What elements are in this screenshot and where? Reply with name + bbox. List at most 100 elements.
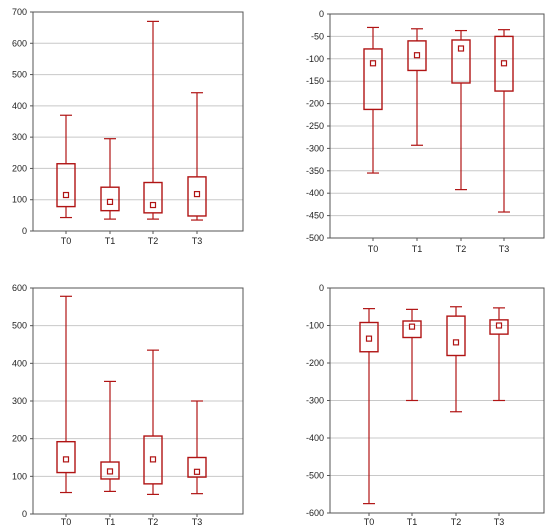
iqr-box — [100, 186, 120, 212]
x-tick-label: T2 — [456, 244, 467, 254]
median-marker — [149, 456, 157, 463]
y-tick-label: -450 — [306, 211, 324, 221]
y-tick-label: -200 — [306, 99, 324, 109]
iqr-box — [100, 461, 120, 480]
x-tick-label: T1 — [412, 244, 423, 254]
box-T3 — [187, 400, 207, 495]
iqr-box — [143, 181, 163, 214]
median-marker — [365, 335, 373, 342]
iqr-box — [402, 320, 422, 339]
x-tick-label: T3 — [192, 236, 203, 246]
y-tick-label: -400 — [306, 433, 324, 443]
y-tick-label: 300 — [12, 132, 27, 142]
box-T3 — [494, 29, 514, 213]
box-T3 — [489, 307, 509, 402]
box-T3 — [187, 92, 207, 221]
iqr-box — [187, 176, 207, 217]
y-tick-label: 200 — [12, 434, 27, 444]
y-tick-label: 400 — [12, 101, 27, 111]
y-tick-label: -500 — [306, 233, 324, 243]
x-tick-label: T1 — [407, 517, 418, 527]
box-T2 — [451, 29, 471, 191]
y-tick-label: 500 — [12, 321, 27, 331]
median-marker — [149, 201, 157, 209]
iqr-box — [56, 440, 76, 474]
y-tick-label: -600 — [306, 508, 324, 518]
x-tick-label: T2 — [148, 236, 159, 246]
box-T0 — [363, 26, 383, 174]
median-marker — [408, 323, 416, 330]
iqr-box — [494, 35, 514, 92]
y-tick-label: -100 — [306, 54, 324, 64]
y-tick-label: -350 — [306, 166, 324, 176]
median-marker — [193, 468, 201, 475]
median-marker — [62, 191, 70, 199]
iqr-box — [56, 163, 76, 208]
median-marker — [193, 190, 201, 198]
panel-3: 0 100 200 300 400 500 600 T0 T1 T2 T3 — [12, 283, 244, 527]
y-tick-label: 400 — [12, 358, 27, 368]
box-T0 — [359, 308, 379, 505]
median-marker — [457, 45, 465, 52]
panel-2: 0 -50 -100 -150 -200 -250 -300 -350 -400 -450 -500… — [306, 9, 545, 254]
y-tick-label: 300 — [12, 396, 27, 406]
iqr-box — [143, 435, 163, 485]
box-T1 — [407, 28, 427, 146]
box-T0 — [56, 114, 76, 219]
panel-4: 0 -100 -200 -300 -400 -500 -600 T0 T1 T2 T3 — [306, 283, 545, 527]
y-tick-label: -500 — [306, 471, 324, 481]
y-tick-label: 0 — [319, 9, 324, 19]
x-tick-label: T3 — [494, 517, 505, 527]
x-tick-label: T1 — [105, 517, 116, 527]
x-tick-label: T1 — [105, 236, 116, 246]
median-marker — [413, 52, 421, 59]
iqr-box — [451, 39, 471, 84]
y-tick-label: 200 — [12, 163, 27, 173]
box-T2 — [143, 20, 163, 220]
y-tick-label: -400 — [306, 188, 324, 198]
y-tick-label: 100 — [12, 195, 27, 205]
y-tick-label: 0 — [22, 226, 27, 236]
y-tick-label: -200 — [306, 358, 324, 368]
y-tick-label: -300 — [306, 143, 324, 153]
y-tick-label: -300 — [306, 396, 324, 406]
plot-frame — [32, 11, 244, 232]
iqr-box — [187, 456, 207, 478]
iqr-box — [359, 321, 379, 353]
box-T2 — [446, 306, 466, 413]
box-T1 — [402, 308, 422, 402]
y-tick-label: -50 — [311, 31, 324, 41]
y-tick-label: 500 — [12, 70, 27, 80]
x-tick-label: T3 — [499, 244, 510, 254]
box-T2 — [143, 349, 163, 496]
y-tick-label: 0 — [22, 509, 27, 519]
y-tick-label: -250 — [306, 121, 324, 131]
iqr-box — [363, 48, 383, 111]
median-marker — [495, 322, 503, 329]
median-marker — [106, 468, 114, 475]
y-tick-label: 600 — [12, 283, 27, 293]
box-T1 — [100, 380, 120, 492]
x-tick-label: T2 — [451, 517, 462, 527]
x-tick-label: T0 — [61, 517, 72, 527]
panel-1: 0 100 200 300 400 500 600 700 T0 T1 T2 T3 — [12, 7, 244, 246]
median-marker — [62, 456, 70, 463]
x-tick-label: T0 — [368, 244, 379, 254]
median-marker — [369, 60, 377, 67]
y-tick-label: -100 — [306, 321, 324, 331]
y-tick-label: 100 — [12, 471, 27, 481]
iqr-box — [407, 40, 427, 72]
box-T1 — [100, 138, 120, 220]
x-tick-label: T0 — [61, 236, 72, 246]
median-marker — [452, 339, 460, 346]
median-marker — [500, 60, 508, 67]
median-marker — [106, 198, 114, 206]
box-T0 — [56, 295, 76, 494]
x-tick-label: T2 — [148, 517, 159, 527]
x-tick-label: T0 — [364, 517, 375, 527]
y-tick-label: 0 — [319, 283, 324, 293]
y-tick-label: 700 — [12, 7, 27, 17]
iqr-box — [489, 319, 509, 335]
